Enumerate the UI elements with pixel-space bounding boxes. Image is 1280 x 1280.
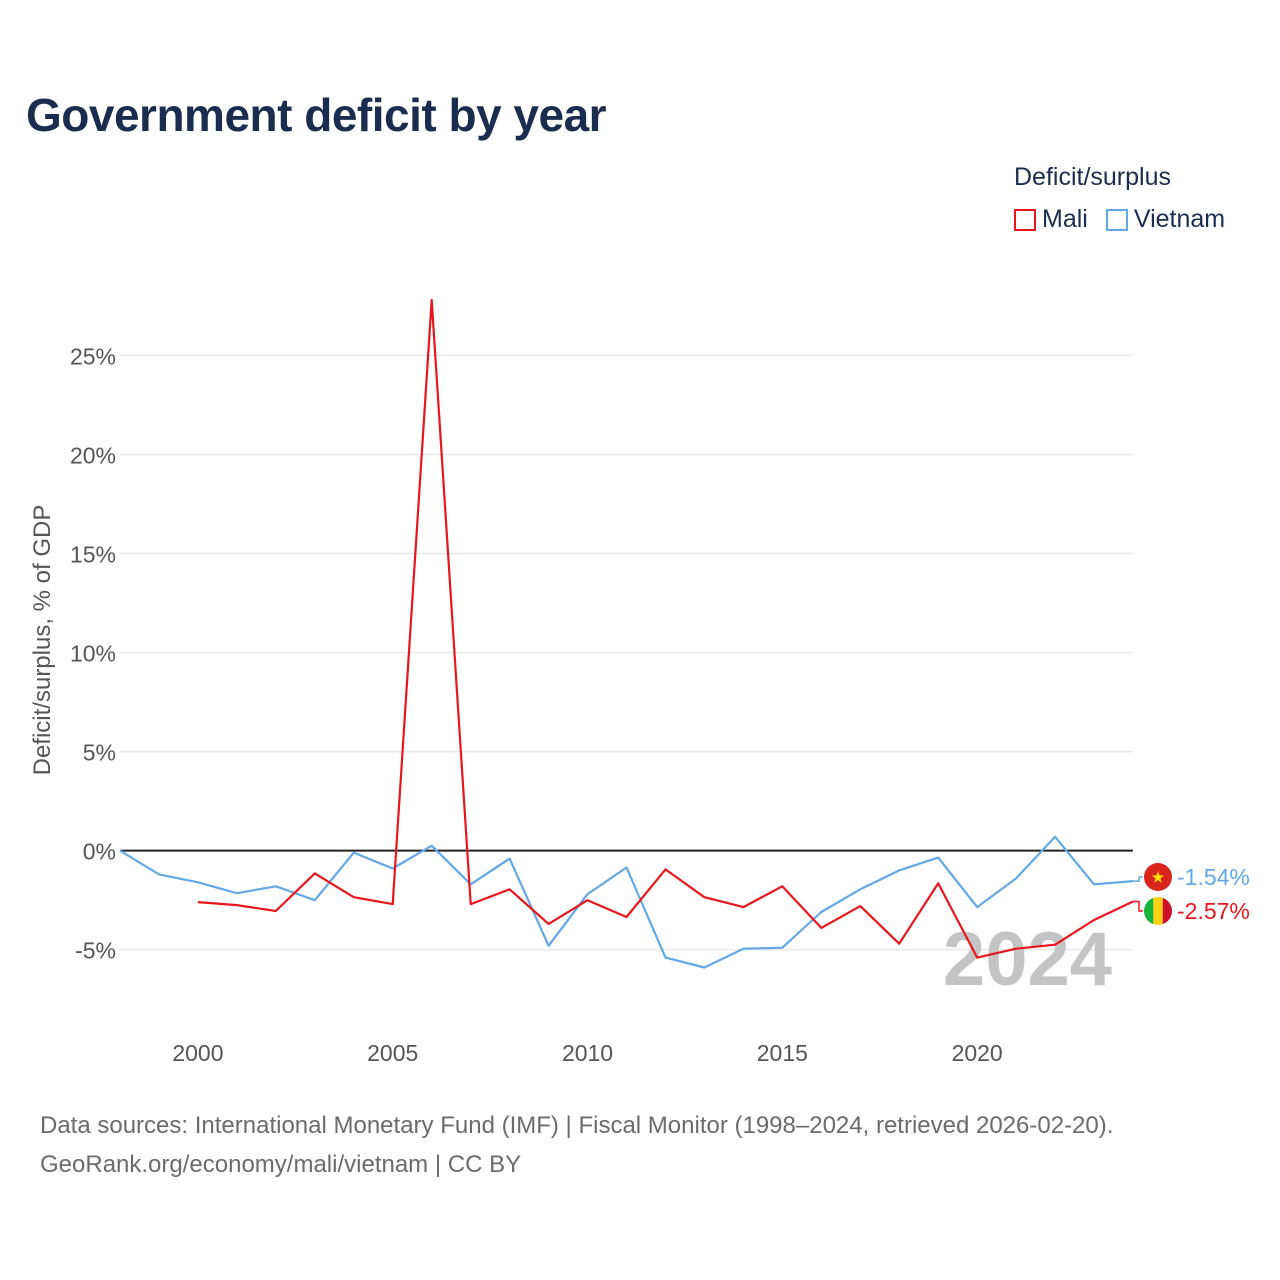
mali-flag-icon <box>1144 897 1172 925</box>
y-tick-label: 5% <box>83 740 116 766</box>
x-tick-label: 2020 <box>952 1040 1003 1066</box>
footer-attribution[interactable]: GeoRank.org/economy/mali/vietnam | CC BY <box>40 1151 522 1178</box>
mali-flag-red <box>1162 897 1172 925</box>
legend-item-vietnam[interactable]: Vietnam <box>1105 205 1226 234</box>
legend-label-mali: Mali <box>1042 205 1088 233</box>
y-tick-label: 0% <box>83 839 116 865</box>
end-marker-connector <box>1133 876 1143 882</box>
x-tick-label: 2010 <box>562 1040 613 1066</box>
legend-label-vietnam: Vietnam <box>1133 205 1226 233</box>
mali-flag-yellow <box>1153 897 1163 925</box>
legend-swatch-mali <box>1014 208 1036 231</box>
end-marker-connector <box>1133 900 1143 912</box>
star-icon <box>1151 871 1165 883</box>
x-tick-label: 2005 <box>367 1040 418 1066</box>
y-tick-label: 25% <box>70 343 116 369</box>
chart-title: Government deficit by year <box>26 89 607 141</box>
end-label-mali: -2.57% <box>1177 898 1250 924</box>
end-marker-mali <box>1133 897 1172 925</box>
y-tick-label: 15% <box>70 542 116 568</box>
end-label-vietnam: -1.54% <box>1177 864 1250 890</box>
x-tick-label: 2015 <box>757 1040 808 1066</box>
series-line-vietnam <box>119 835 1134 969</box>
year-watermark: 2024 <box>943 917 1112 1002</box>
legend-swatch-vietnam <box>1105 208 1128 231</box>
footer: Data sources: International Monetary Fun… <box>40 1106 1113 1184</box>
series-line-mali <box>197 298 1134 959</box>
legend-item-mali[interactable]: Mali <box>1014 205 1088 234</box>
x-tick-label: 2000 <box>172 1040 223 1066</box>
footer-sources: Data sources: International Monetary Fun… <box>40 1112 1114 1139</box>
y-axis-label: Deficit/surplus, % of GDP <box>29 505 56 776</box>
mali-flag-green <box>1144 897 1154 925</box>
legend-title: Deficit/surplus <box>1014 163 1171 191</box>
legend: Mali Vietnam <box>1014 205 1225 234</box>
end-marker-vietnam <box>1133 863 1172 891</box>
y-tick-label: 20% <box>70 442 116 468</box>
y-tick-label: -5% <box>75 938 116 964</box>
y-tick-label: 10% <box>70 641 116 667</box>
